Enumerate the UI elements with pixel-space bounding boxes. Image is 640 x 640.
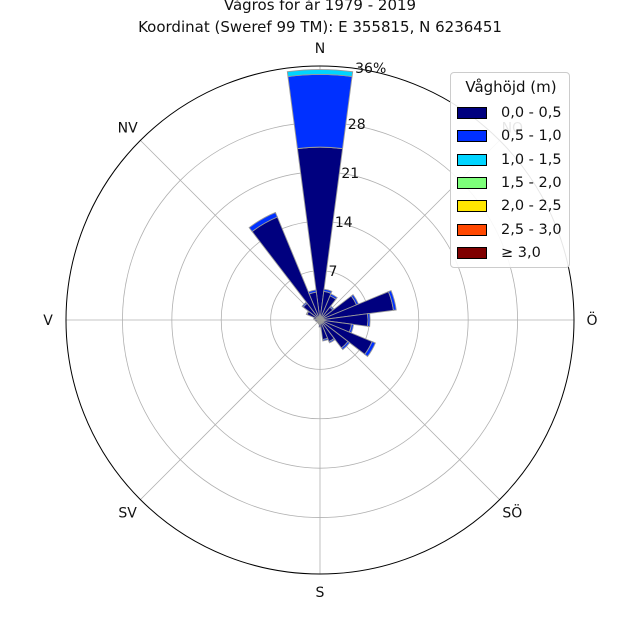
radial-tick-label: 36% [355, 61, 386, 77]
legend-item: 0,5 - 1,0 [457, 126, 562, 146]
bar-segment [323, 288, 333, 294]
direction-label: N [315, 41, 325, 57]
legend-swatch [457, 176, 487, 189]
bar-segment [307, 289, 317, 295]
legend-item: 2,0 - 2,5 [457, 196, 562, 216]
legend-swatch [457, 130, 487, 143]
legend-label: 0,0 - 0,5 [501, 105, 562, 121]
bar-segment [329, 293, 338, 300]
chart-title: Vågros för år 1979 - 2019 [223, 0, 417, 14]
legend-item: 1,5 - 2,0 [457, 173, 562, 193]
legend-label: 2,0 - 2,5 [501, 198, 562, 215]
radial-gridline [319, 319, 500, 500]
radial-gridline [140, 140, 321, 321]
direction-label: Ö [586, 311, 597, 329]
bar-segment [318, 319, 322, 328]
bar-segment [322, 337, 329, 342]
legend-swatch [457, 246, 487, 259]
bar-segment [367, 312, 371, 328]
polar-bars [248, 69, 397, 358]
direction-label: NV [118, 121, 138, 137]
radial-tick-label: 21 [341, 166, 359, 182]
legend-item: ≥ 3,0 [457, 243, 541, 263]
legend-swatch [457, 107, 487, 119]
legend-swatch [457, 153, 487, 166]
bar-segment [286, 69, 354, 78]
radial-tick-label: 14 [335, 215, 353, 231]
legend-item: 1,0 - 1,5 [457, 150, 562, 170]
radial-tick-label: 7 [328, 264, 337, 280]
bar-segment [328, 337, 336, 344]
direction-label: SV [118, 505, 137, 521]
legend-label: ≥ 3,0 [501, 244, 541, 261]
legend-swatch [457, 200, 487, 213]
legend-title: Våghöjd (m) [465, 78, 557, 96]
legend-label: 2,5 - 3,0 [501, 221, 562, 238]
direction-label: V [43, 313, 53, 329]
bar-segment [287, 74, 353, 150]
legend-swatch [457, 223, 487, 236]
bar-segment [248, 211, 278, 233]
bar-segment [387, 289, 397, 311]
legend-item: 0,0 - 0,5 [457, 103, 562, 123]
polar-outer-frame [65, 65, 575, 575]
legend: Våghöjd (m) 0,0 - 0,5 0,5 - 1,0 1,0 - 1,5 1… [450, 72, 570, 268]
bar-segment [364, 341, 376, 358]
chart-subtitle: Koordinat (Sweref 99 TM): E 355815, N 62… [138, 18, 502, 36]
radial-tick-label: 28 [348, 117, 366, 133]
legend-label: 0,5 - 1,0 [501, 128, 562, 145]
radial-gridline [140, 319, 321, 500]
direction-label: S [316, 585, 325, 601]
bar-segment [340, 340, 351, 351]
legend-label: 1,5 - 2,0 [501, 174, 562, 191]
direction-label: SÖ [502, 503, 522, 521]
radial-tick-labels: 7 14 21 28 36% [328, 61, 386, 280]
legend-label: 1,0 - 1,5 [501, 151, 562, 168]
legend-item: 2,5 - 3,0 [457, 220, 562, 240]
